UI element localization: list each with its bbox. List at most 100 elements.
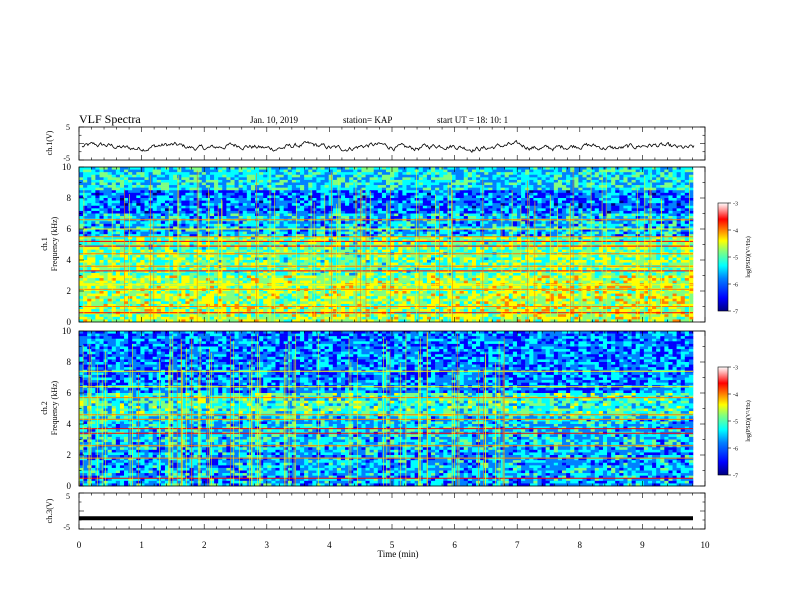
ch1-spec-cell xyxy=(537,193,541,196)
ch1-spec-cell xyxy=(222,190,226,193)
ch1-spec-cell xyxy=(488,232,492,235)
ch1-spec-cell xyxy=(632,172,636,175)
ch1-spec-cell xyxy=(603,180,607,183)
ch1-spec-cell xyxy=(202,172,206,175)
ch1-spec-cell xyxy=(149,221,153,224)
ch1-spec-cell xyxy=(230,177,234,180)
ch1-spec-cell xyxy=(632,177,636,180)
ch1-spec-cell xyxy=(402,198,406,201)
ch1-spec-cell xyxy=(537,198,541,201)
ch1-spec-cell xyxy=(456,242,460,245)
ch1-spec-cell xyxy=(443,170,447,173)
ch1-spec-cell xyxy=(460,195,464,198)
ch1-spec-cell xyxy=(582,177,586,180)
ch1-spec-cell xyxy=(607,172,611,175)
ch1-spec-cell xyxy=(513,183,517,186)
ch1-spec-cell xyxy=(505,183,509,186)
ch1-spec-cell xyxy=(275,180,279,183)
ch1-spec-cell xyxy=(312,180,316,183)
ch1-spec-cell xyxy=(374,214,378,217)
ch1-spec-cell xyxy=(128,208,132,211)
ch1-spec-cell xyxy=(329,180,333,183)
ch1-spec-cell xyxy=(312,198,316,201)
ch1-spec-cell xyxy=(259,232,263,235)
ch1-spec-cell xyxy=(488,208,492,211)
ch1-spec-cell xyxy=(378,195,382,198)
ch1-spec-cell xyxy=(190,195,194,198)
ch1-spec-cell xyxy=(349,183,353,186)
ch1-spec-cell xyxy=(525,172,529,175)
ch1-spec-cell xyxy=(427,185,431,188)
ch1-spec-cell xyxy=(157,214,161,217)
ch1-spec-cell xyxy=(611,247,615,250)
ch1-spec-cell xyxy=(341,170,345,173)
ch1-spec-cell xyxy=(349,188,353,191)
ch1-spec-cell xyxy=(312,175,316,178)
ch1-spec-cell xyxy=(382,172,386,175)
ch1-spec-cell xyxy=(488,172,492,175)
ch1-spec-cell xyxy=(128,193,132,196)
ch1-spec-cell xyxy=(517,188,521,191)
ch1-spec-cell xyxy=(537,167,541,170)
ch1-spec-cell xyxy=(378,198,382,201)
ch1-spec-cell xyxy=(169,198,173,201)
ch1-spec-cell xyxy=(550,180,554,183)
ch1-spec-cell xyxy=(587,201,591,204)
ch1-spec-cell xyxy=(128,247,132,250)
ch1-spec-cell xyxy=(546,198,550,201)
ch1-spec-cell xyxy=(357,190,361,193)
ch1-spec-cell xyxy=(136,242,140,245)
ch1-spec-cell xyxy=(108,214,112,217)
ch1-spec-cell xyxy=(394,232,398,235)
ch1-spec-cell xyxy=(484,247,488,250)
ch1-spec-cell xyxy=(480,183,484,186)
ch1-spec-cell xyxy=(529,185,533,188)
ch1-spec-cell xyxy=(443,242,447,245)
ch1-spec-cell xyxy=(677,203,681,206)
ch1-spec-cell xyxy=(517,201,521,204)
ch1-spec-cell xyxy=(190,175,194,178)
ch1-spec-cell xyxy=(566,206,570,209)
ch1-spec-cell xyxy=(607,195,611,198)
ch1-spec-cell xyxy=(161,175,165,178)
ch1-spec-cell xyxy=(230,198,234,201)
ch1-spec-cell xyxy=(513,247,517,250)
ch1-spec-cell xyxy=(259,185,263,188)
ch1-spec-cell xyxy=(190,170,194,173)
ch1-spec-cell xyxy=(623,198,627,201)
ch1-spec-cell xyxy=(304,175,308,178)
ch1-spec-cell xyxy=(464,193,468,196)
ch1-spec-cell xyxy=(636,172,640,175)
ch1-spec-cell xyxy=(394,214,398,217)
ch1-spec-cell xyxy=(120,216,124,219)
ch1-spec-cell xyxy=(537,188,541,191)
ch1-spec-cell xyxy=(423,242,427,245)
ch1-spec-cell xyxy=(361,172,365,175)
ch1-spec-cell xyxy=(402,188,406,191)
ch1-spec-cell xyxy=(636,167,640,170)
ch1-spec-cell xyxy=(136,188,140,191)
ch1-spec-cell xyxy=(402,208,406,211)
ch1-spec-cell xyxy=(316,195,320,198)
ch1-spec-cell xyxy=(374,250,378,253)
ch1-spec-cell xyxy=(472,185,476,188)
ch1-spec-cell xyxy=(611,201,615,204)
ch1-spec-cell xyxy=(558,183,562,186)
ch1-spec-cell xyxy=(202,177,206,180)
ch1-spec-cell xyxy=(578,177,582,180)
ch1-spec-cell xyxy=(161,177,165,180)
ch1-spec-cell xyxy=(325,242,329,245)
ch1-spec-cell xyxy=(271,185,275,188)
ch1-spec-cell xyxy=(312,185,316,188)
ch1-spec-cell xyxy=(411,167,415,170)
ch1-spec-cell xyxy=(271,188,275,191)
ch1-spec-cell xyxy=(431,172,435,175)
ch1-spec-cell xyxy=(521,224,525,227)
ch1-spec-cell xyxy=(128,198,132,201)
ch1-spec-cell xyxy=(284,170,288,173)
ch1-spec-cell xyxy=(374,216,378,219)
ch1-spec-cell xyxy=(251,216,255,219)
ch1-spec-cell xyxy=(636,170,640,173)
ch1-spec-cell xyxy=(431,195,435,198)
ch1-spec-cell xyxy=(562,214,566,217)
